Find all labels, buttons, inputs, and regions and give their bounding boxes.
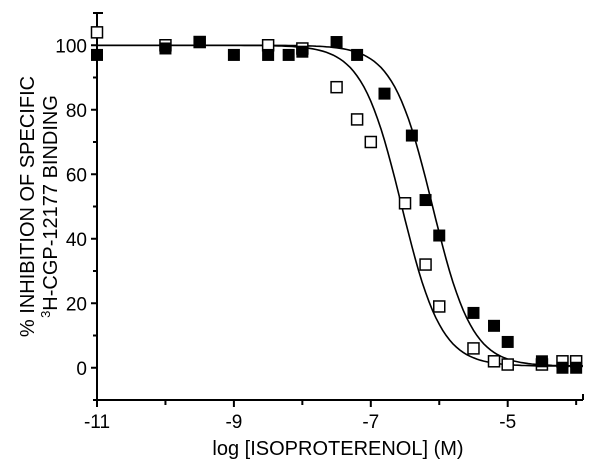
filled-square-point (227, 48, 240, 61)
y-axis-title: % INHIBITION OF SPECIFIC 3H-CGP-12177 BI… (17, 76, 62, 337)
filled-square-point (159, 42, 172, 55)
y-tick-label: 40 (66, 230, 87, 251)
y-tick-label: 100 (55, 36, 87, 57)
y-axis-title-superscript: 3 (38, 311, 53, 318)
x-tick-label: -11 (84, 412, 110, 433)
filled-square-point (378, 87, 391, 100)
y-axis-title-line-2: 3H-CGP-12177 BINDING (38, 95, 62, 318)
y-tick-label: 80 (66, 101, 87, 122)
open-square-point (398, 197, 412, 210)
x-axis-title: log [ISOPROTERENOL] (M) (212, 438, 463, 460)
filled-square-point (535, 355, 548, 368)
fit-curve (97, 44, 584, 367)
x-tick-label: -7 (362, 412, 379, 433)
filled-square-point (91, 48, 103, 61)
open-square-point (501, 358, 514, 371)
open-square-point (487, 355, 501, 368)
filled-square-point (296, 45, 309, 58)
filled-square-point (570, 361, 583, 374)
data-points (90, 26, 583, 374)
filled-square-point (419, 194, 432, 207)
filled-square-point (193, 36, 206, 49)
filled-square-point (556, 361, 569, 374)
filled-square-point (467, 306, 480, 319)
filled-square-point (488, 319, 501, 332)
open-square-point (419, 258, 432, 271)
open-square-point (90, 26, 104, 39)
open-square-point (350, 113, 364, 126)
y-axis-title-line-1: % INHIBITION OF SPECIFIC (17, 76, 39, 337)
y-axis-title-line-2-text: H-CGP-12177 BINDING (40, 95, 62, 311)
filled-square-point (262, 48, 275, 61)
open-square-point (330, 80, 343, 94)
filled-square-point (405, 129, 418, 142)
filled-square-point (351, 48, 364, 61)
y-tick-label: 60 (66, 165, 87, 186)
open-square-point (364, 135, 378, 149)
x-tick-label: -9 (225, 412, 242, 433)
open-square-point (433, 300, 446, 313)
filled-square-point (330, 36, 343, 49)
filled-square-point (433, 229, 446, 242)
y-tick-label: 0 (76, 359, 87, 380)
ticks-layer: 0 20 40 60 80 100 -11 -9 -7 -5 (55, 12, 578, 433)
filled-square-point (501, 335, 514, 348)
y-tick-label: 20 (66, 294, 87, 315)
filled-square-point (282, 48, 295, 61)
open-square-point (467, 342, 480, 355)
x-tick-label: -5 (499, 412, 516, 433)
